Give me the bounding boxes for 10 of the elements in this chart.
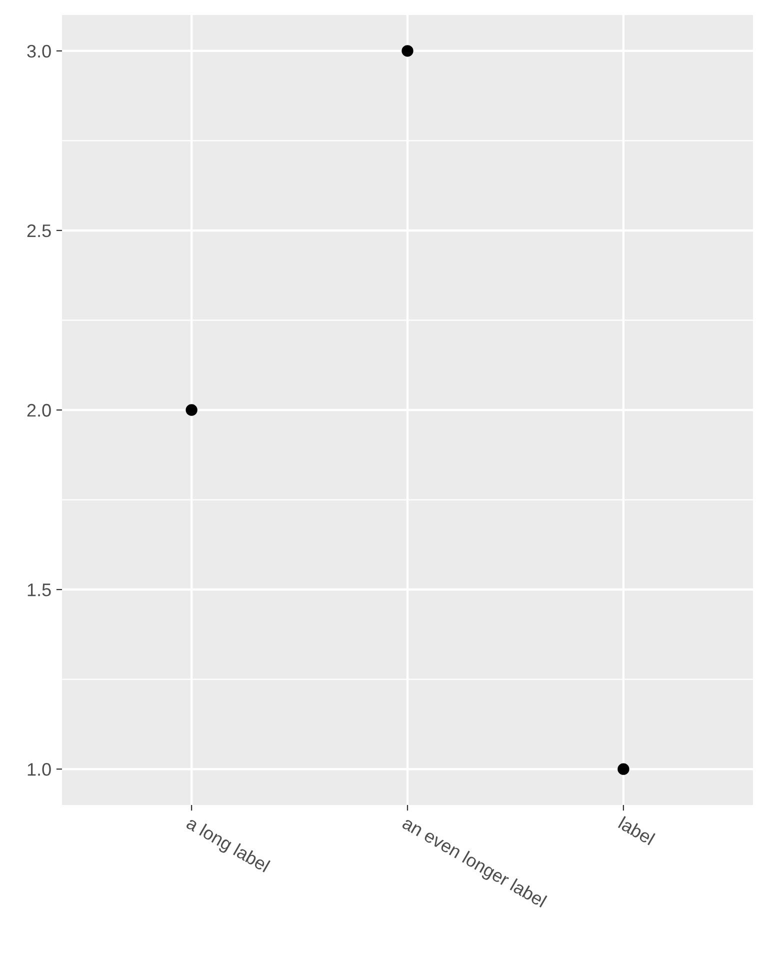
y-tick-label: 2.5 xyxy=(27,224,51,238)
y-tick-label: 1.5 xyxy=(28,584,51,596)
x-tick-label: a long label xyxy=(184,816,270,876)
point xyxy=(186,404,198,416)
x-tick-label: label xyxy=(618,816,656,846)
point xyxy=(618,763,630,775)
point xyxy=(402,45,414,57)
y-tick-label: 3.0 xyxy=(27,44,51,58)
y-tick-label: 2.0 xyxy=(27,404,51,417)
y-tick-label: 1.0 xyxy=(28,763,51,776)
